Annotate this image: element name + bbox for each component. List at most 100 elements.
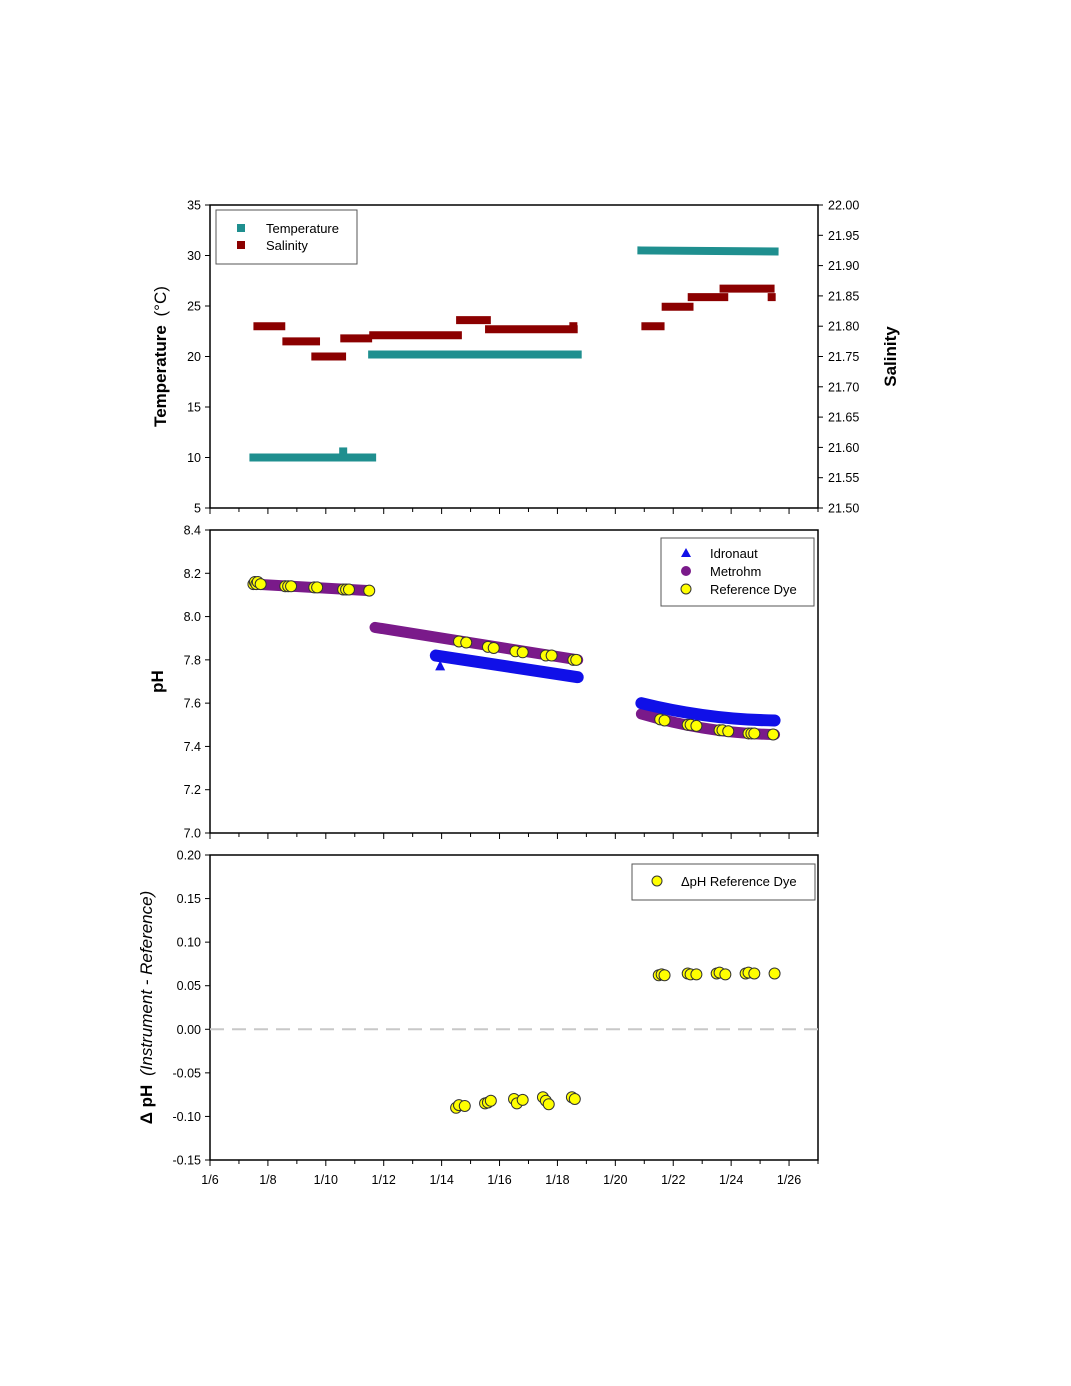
idronaut-point: [435, 660, 446, 671]
y-axis-label: Temperature (°C): [151, 286, 170, 427]
reference-dye-point: [722, 725, 735, 738]
x-tick-label: 1/10: [314, 1173, 338, 1187]
legend-label-metrohm: Metrohm: [710, 564, 761, 579]
legend: Idronaut Metrohm Reference Dye: [660, 537, 815, 607]
reference-dye-point: [767, 728, 780, 741]
y-tick-label: 8.0: [184, 610, 201, 624]
legend-label-temperature: Temperature: [266, 221, 339, 236]
y2-tick-label: 22.00: [828, 199, 859, 213]
y2-tick-label: 21.65: [828, 411, 859, 425]
legend-label-salinity: Salinity: [266, 238, 308, 253]
x-tick-label: 1/16: [487, 1173, 511, 1187]
y-tick-label: 7.8: [184, 653, 201, 667]
x-tick-label: 1/18: [545, 1173, 569, 1187]
y-tick-label: 0.05: [177, 979, 201, 993]
temperature-point: [339, 447, 348, 456]
y-tick-label: 0.20: [177, 849, 201, 863]
reference-dye-point: [460, 636, 473, 649]
y-tick-label: 35: [187, 199, 201, 213]
y-tick-label: 0.15: [177, 892, 201, 906]
temperature-segment: [637, 246, 779, 256]
plot-frame: [209, 854, 819, 1161]
temperature-salinity-panel: 5 10 15 20 25 30 35 21.50 21.55 21.60 21.65 21.70 21…: [151, 199, 900, 516]
y2-tick-label: 21.90: [828, 259, 859, 273]
delta-ph-point: [542, 1098, 555, 1111]
x-tick-label: 1/8: [259, 1173, 276, 1187]
y2-tick-label: 21.70: [828, 380, 859, 394]
y-tick-label: 30: [187, 249, 201, 263]
x-tick-label: 1/26: [777, 1173, 801, 1187]
plot-frame: [209, 529, 819, 834]
y-tick-label: 0.00: [177, 1023, 201, 1037]
y2-tick-label: 21.75: [828, 350, 859, 364]
delta-ph-point: [516, 1093, 529, 1106]
y2-tick-label: 21.85: [828, 289, 859, 303]
x-tick-label: 1/14: [429, 1173, 453, 1187]
delta-ph-point: [748, 967, 761, 980]
legend-label-reference-dye: Reference Dye: [710, 582, 797, 597]
legend-marker-metrohm: [681, 566, 691, 576]
delta-ph-panel: -0.15 -0.10 -0.05 0.00 0.05 0.10 0.15 0.20 1/6 1/…: [137, 849, 819, 1187]
y-tick-label: -0.10: [173, 1110, 202, 1124]
ph-panel: 7.0 7.2 7.4 7.6 7.8 8.0 8.2 8.4 pH Idronaut Met…: [148, 524, 819, 841]
legend-marker-salinity: [237, 241, 245, 249]
y2-tick-label: 21.50: [828, 502, 859, 516]
salinity-point: [767, 293, 776, 302]
legend-box: [631, 863, 816, 901]
y-tick-label: 10: [187, 451, 201, 465]
legend-box: [215, 209, 358, 265]
x-tick-label: 1/6: [201, 1173, 218, 1187]
y-tick-label: 25: [187, 300, 201, 314]
delta-ph-point: [484, 1094, 497, 1107]
reference-dye-point: [658, 714, 671, 727]
y2-tick-label: 21.95: [828, 229, 859, 243]
delta-ph-point: [690, 968, 703, 981]
y-tick-label: 5: [194, 502, 201, 516]
x-tick-label: 1/22: [661, 1173, 685, 1187]
y-tick-label: 7.2: [184, 783, 201, 797]
y2-tick-label: 21.80: [828, 320, 859, 334]
y-tick-label: 20: [187, 350, 201, 364]
y-tick-label: 0.10: [177, 936, 201, 950]
y-tick-label: -0.15: [173, 1154, 202, 1168]
y-tick-label: -0.05: [173, 1066, 202, 1080]
reference-dye-point: [570, 653, 583, 666]
legend-label-idronaut: Idronaut: [710, 546, 758, 561]
idronaut-series: [635, 697, 781, 727]
delta-ph-point: [768, 967, 781, 980]
salinity-point: [569, 322, 578, 331]
delta-ph-point: [658, 969, 671, 982]
y-axis-label: pH: [148, 670, 167, 693]
y-tick-label: 7.6: [184, 697, 201, 711]
legend-label-delta-ph: ΔpH Reference Dye: [681, 874, 797, 889]
x-tick-label: 1/12: [372, 1173, 396, 1187]
y-tick-label: 15: [187, 401, 201, 415]
y-tick-label: 7.0: [184, 827, 201, 841]
reference-dye-point: [545, 649, 558, 662]
idronaut-series: [429, 649, 584, 684]
delta-ph-point: [719, 968, 732, 981]
x-tick-label: 1/20: [603, 1173, 627, 1187]
delta-ph-point: [458, 1099, 471, 1112]
reference-dye-point: [690, 719, 703, 732]
reference-dye-point: [516, 646, 529, 659]
reference-dye-point: [487, 641, 500, 654]
legend: Temperature Salinity: [215, 209, 358, 265]
reference-dye-point: [748, 727, 761, 740]
y-tick-label: 7.4: [184, 740, 201, 754]
y-axis-label: Δ pH (Instrument - Reference): [137, 891, 156, 1125]
legend-marker-reference-dye: [680, 583, 692, 595]
reference-dye-point: [363, 584, 376, 597]
legend-marker-temperature: [237, 224, 245, 232]
reference-dye-point: [254, 578, 267, 591]
legend: ΔpH Reference Dye: [631, 863, 816, 901]
y-tick-label: 8.4: [184, 524, 201, 538]
x-tick-label: 1/24: [719, 1173, 743, 1187]
y2-tick-label: 21.55: [828, 471, 859, 485]
reference-dye-point: [285, 580, 298, 593]
delta-ph-point: [568, 1093, 581, 1105]
y2-tick-label: 21.60: [828, 441, 859, 455]
reference-dye-point: [342, 583, 355, 596]
y-tick-label: 8.2: [184, 567, 201, 581]
